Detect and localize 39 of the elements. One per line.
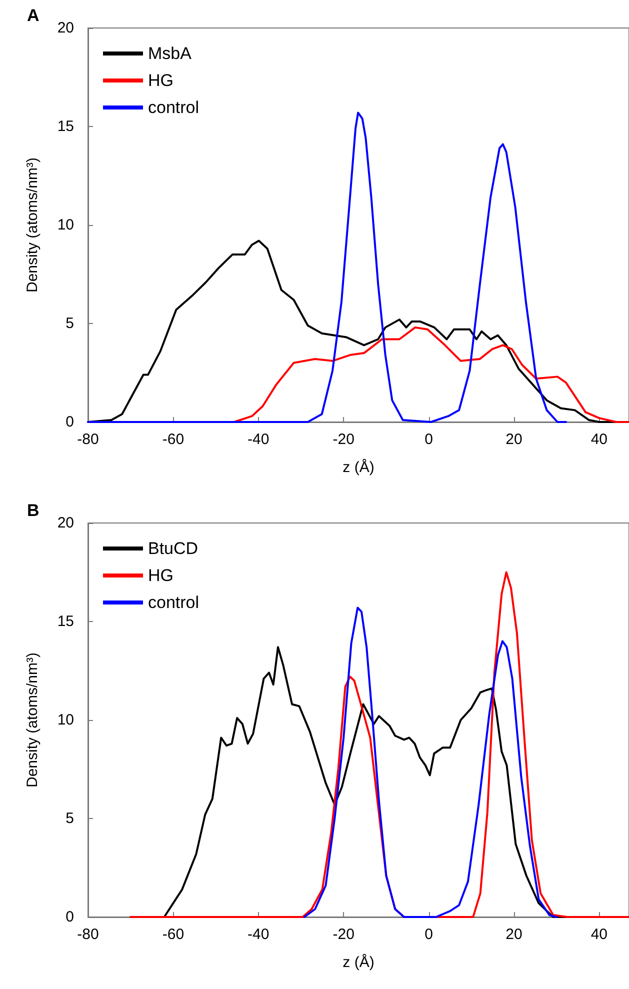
- legend-label: HG: [148, 71, 174, 90]
- y-tick-label: 10: [57, 216, 74, 234]
- x-tick-label: -60: [162, 431, 184, 448]
- y-tick-label: 15: [57, 118, 74, 135]
- x-tick-label: -80: [77, 926, 99, 943]
- y-tick-label: 15: [57, 613, 74, 630]
- chart-title: A: [27, 6, 40, 25]
- x-tick-label: 40: [590, 926, 608, 943]
- y-tick-label: 5: [66, 315, 74, 332]
- x-tick-label: 20: [506, 926, 522, 943]
- y-tick-label: 0: [66, 414, 74, 430]
- x-tick-label: -20: [332, 431, 354, 448]
- x-tick-label: -60: [162, 926, 184, 943]
- legend-label: control: [148, 593, 200, 612]
- x-tick-label: -40: [248, 431, 270, 448]
- y-tick-label: 5: [66, 810, 74, 827]
- legend-label: HG: [148, 566, 174, 585]
- chart-title: B: [27, 501, 40, 520]
- line-series: [130, 571, 629, 918]
- x-axis-title: z (Å): [342, 953, 374, 971]
- x-axis-title: z (Å): [342, 458, 374, 476]
- legend-label: BtuCD: [148, 539, 198, 558]
- legend-label: MsbA: [148, 44, 192, 63]
- x-tick-label: 20: [506, 431, 522, 448]
- x-tick-label: -20: [332, 926, 354, 943]
- y-axis-title: Density (atoms/nm³): [24, 157, 41, 293]
- line-series: [303, 606, 558, 918]
- y-tick-label: 20: [57, 514, 74, 532]
- x-tick-label: -80: [77, 431, 99, 448]
- x-tick-label: 40: [590, 431, 608, 448]
- y-tick-label: 20: [57, 20, 74, 36]
- y-axis-title: Density (atoms/nm³): [24, 652, 41, 788]
- legend-label: control: [148, 98, 200, 117]
- x-tick-label: -40: [248, 926, 270, 943]
- y-tick-label: 0: [66, 908, 74, 926]
- x-tick-label: 0: [424, 431, 433, 448]
- line-series: [87, 112, 567, 423]
- y-tick-label: 10: [57, 712, 74, 728]
- x-tick-label: 0: [424, 926, 433, 943]
